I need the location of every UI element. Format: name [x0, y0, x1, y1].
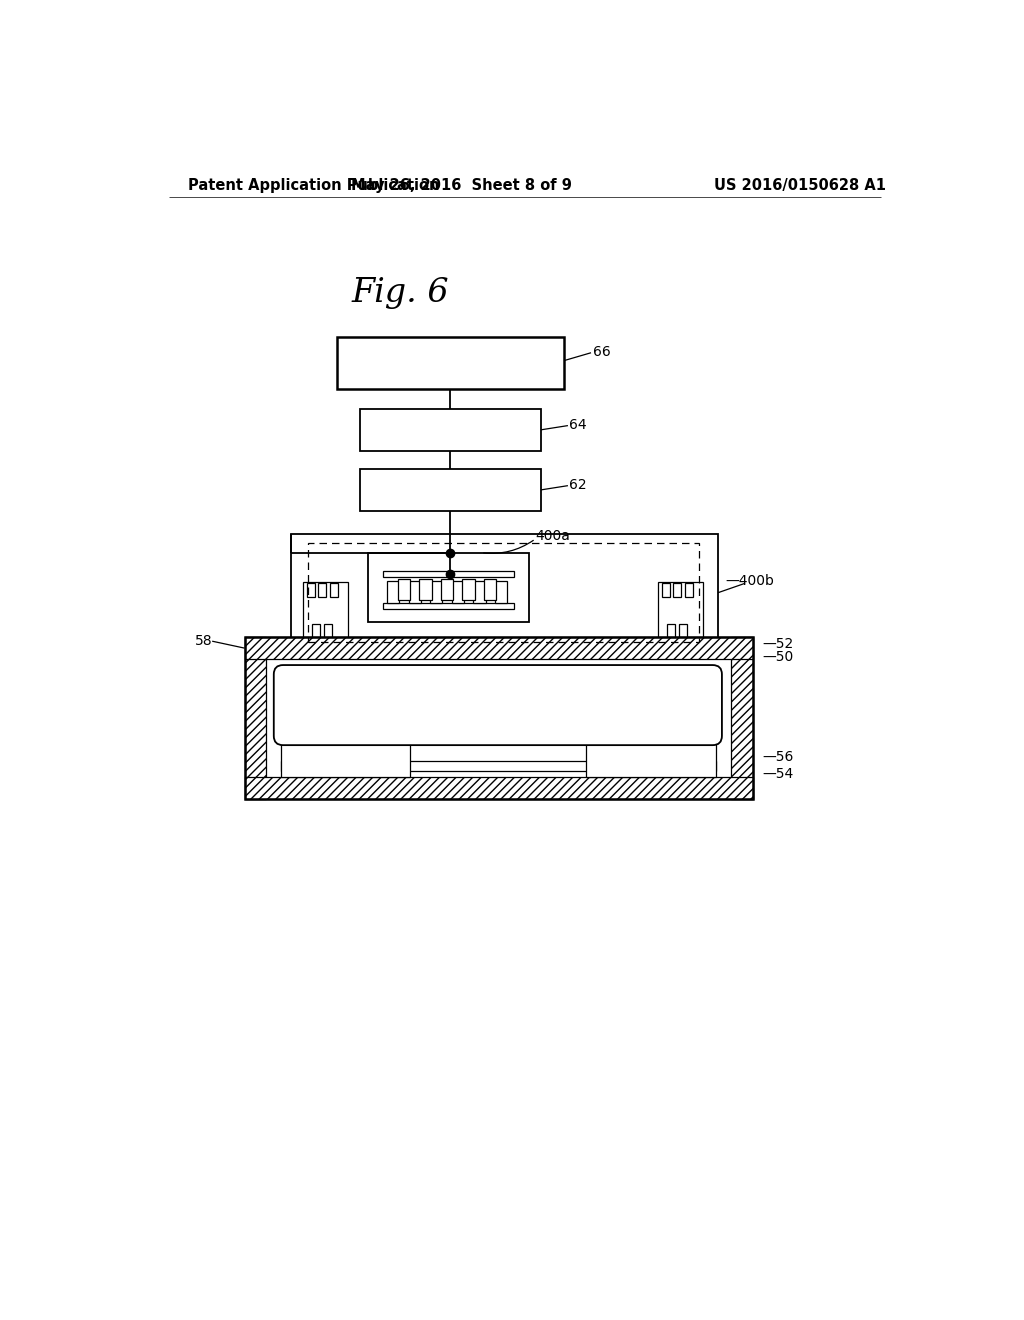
Bar: [383, 603, 514, 609]
Text: 400a: 400a: [536, 529, 570, 543]
FancyBboxPatch shape: [273, 665, 722, 744]
Bar: [441, 579, 454, 601]
Bar: [679, 624, 686, 638]
Bar: [452, 581, 464, 603]
Bar: [245, 638, 753, 659]
Bar: [281, 762, 716, 771]
Bar: [463, 579, 475, 601]
Bar: [668, 624, 675, 638]
Bar: [658, 582, 702, 640]
Text: 66: 66: [593, 345, 610, 359]
Text: —52: —52: [762, 636, 794, 651]
Bar: [245, 777, 753, 799]
Bar: [484, 579, 497, 601]
Text: 64: 64: [569, 417, 587, 432]
Bar: [397, 579, 410, 601]
Text: —400b: —400b: [726, 574, 774, 587]
Text: —54: —54: [762, 767, 794, 781]
Bar: [330, 583, 338, 598]
Bar: [245, 638, 753, 799]
Text: —50: —50: [762, 649, 794, 664]
Bar: [368, 553, 529, 622]
Text: 58: 58: [195, 634, 212, 648]
Text: 62: 62: [569, 478, 587, 492]
Bar: [307, 583, 314, 598]
Text: Fig. 6: Fig. 6: [351, 277, 449, 309]
Bar: [662, 583, 670, 598]
Bar: [409, 581, 421, 603]
Bar: [291, 535, 718, 651]
Bar: [430, 581, 442, 603]
Bar: [337, 337, 564, 389]
Bar: [495, 581, 507, 603]
Bar: [731, 638, 753, 799]
Bar: [419, 579, 432, 601]
Bar: [318, 583, 326, 598]
Bar: [360, 469, 541, 511]
Bar: [312, 624, 319, 638]
Text: —56: —56: [762, 751, 794, 764]
Bar: [587, 741, 716, 777]
Bar: [307, 544, 698, 642]
Bar: [303, 582, 348, 640]
Text: US 2016/0150628 A1: US 2016/0150628 A1: [715, 178, 887, 193]
Text: Patent Application Publication: Patent Application Publication: [188, 178, 440, 193]
Bar: [324, 624, 332, 638]
Bar: [383, 572, 514, 577]
Text: May 26, 2016  Sheet 8 of 9: May 26, 2016 Sheet 8 of 9: [351, 178, 572, 193]
Bar: [685, 583, 692, 598]
Bar: [387, 581, 399, 603]
Bar: [473, 581, 485, 603]
Bar: [245, 638, 266, 799]
Bar: [360, 409, 541, 451]
Bar: [281, 741, 410, 777]
Bar: [674, 583, 681, 598]
